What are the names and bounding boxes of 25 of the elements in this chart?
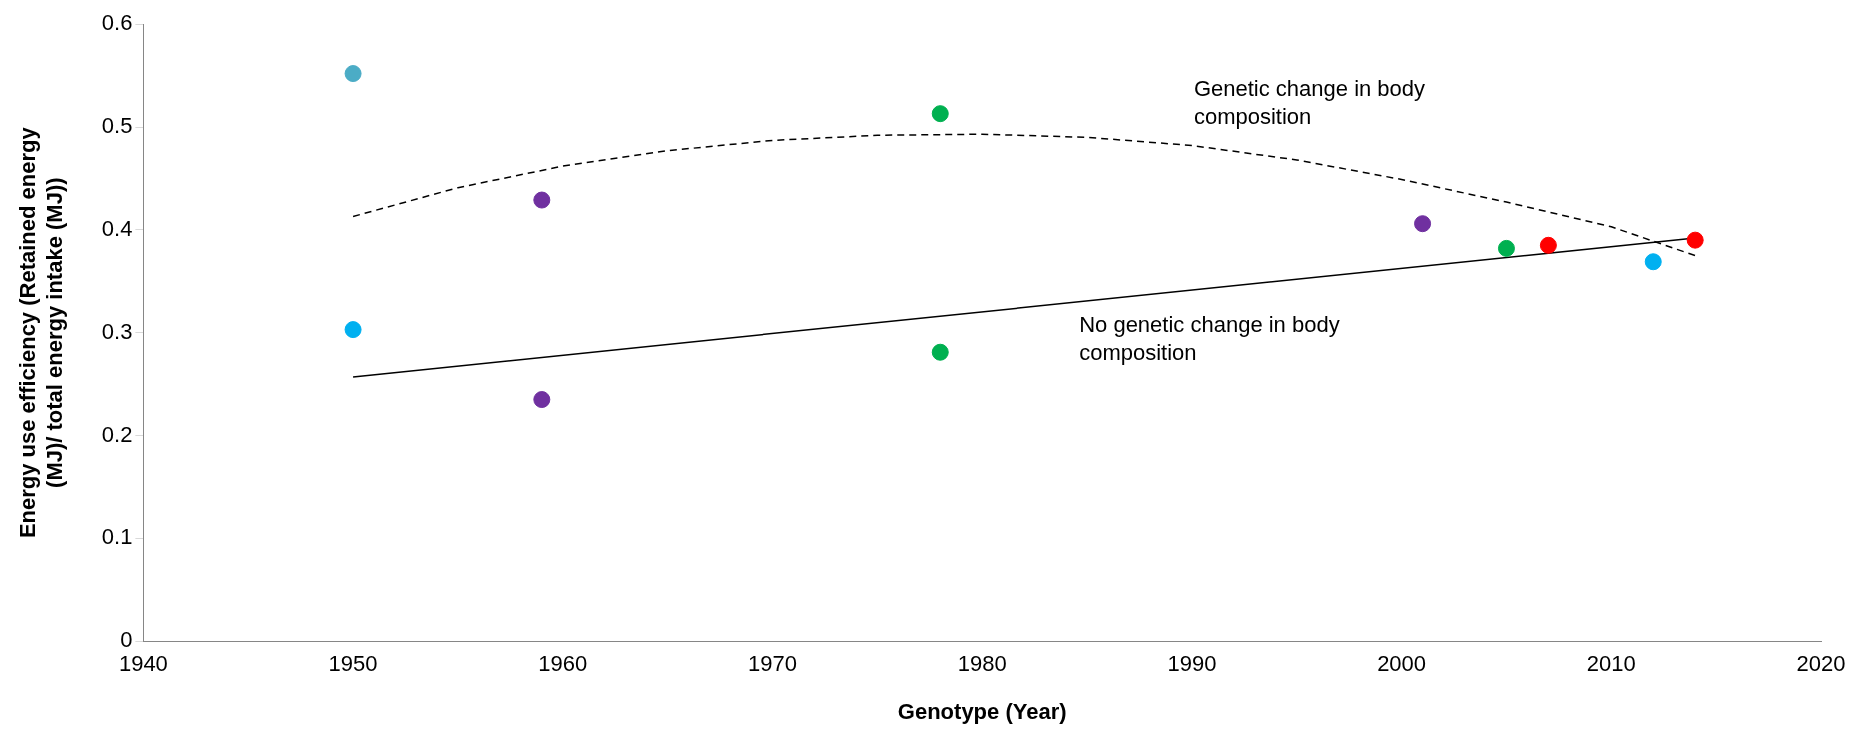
x-axis-title: Genotype (Year) (897, 698, 1067, 724)
y-tick-label: 0.6 (101, 10, 133, 36)
point (344, 65, 362, 83)
y-tick-label: 0.1 (101, 524, 133, 550)
point (1686, 231, 1704, 249)
point (344, 321, 362, 339)
x-tick-label: 2010 (1586, 651, 1636, 677)
x-tick-label: 1990 (1167, 651, 1217, 677)
x-tick-label: 1970 (748, 651, 797, 677)
y-tick-label: 0.3 (101, 318, 133, 344)
x-tick-label: 1960 (538, 651, 588, 677)
y-tick-label: 0 (120, 627, 133, 653)
y-axis-title: Energy use efficiency (Retained energy (MJ)/ total energy intake (MJ)) (15, 126, 67, 539)
point (1539, 236, 1557, 254)
y-tick-label: 0.5 (101, 113, 133, 139)
annotation: No genetic change in body composition (1079, 312, 1340, 366)
y-tick-label: 0.4 (101, 215, 133, 241)
x-tick-label: 1950 (328, 651, 378, 677)
x-tick-label: 1980 (957, 651, 1007, 677)
point (1644, 253, 1662, 271)
x-tick-label: 2020 (1796, 651, 1846, 677)
annotation: Genetic change in body composition (1193, 75, 1426, 129)
x-tick-label: 1940 (118, 651, 168, 677)
y-tick-label: 0.2 (101, 421, 133, 447)
x-tick-label: 2000 (1377, 651, 1427, 677)
